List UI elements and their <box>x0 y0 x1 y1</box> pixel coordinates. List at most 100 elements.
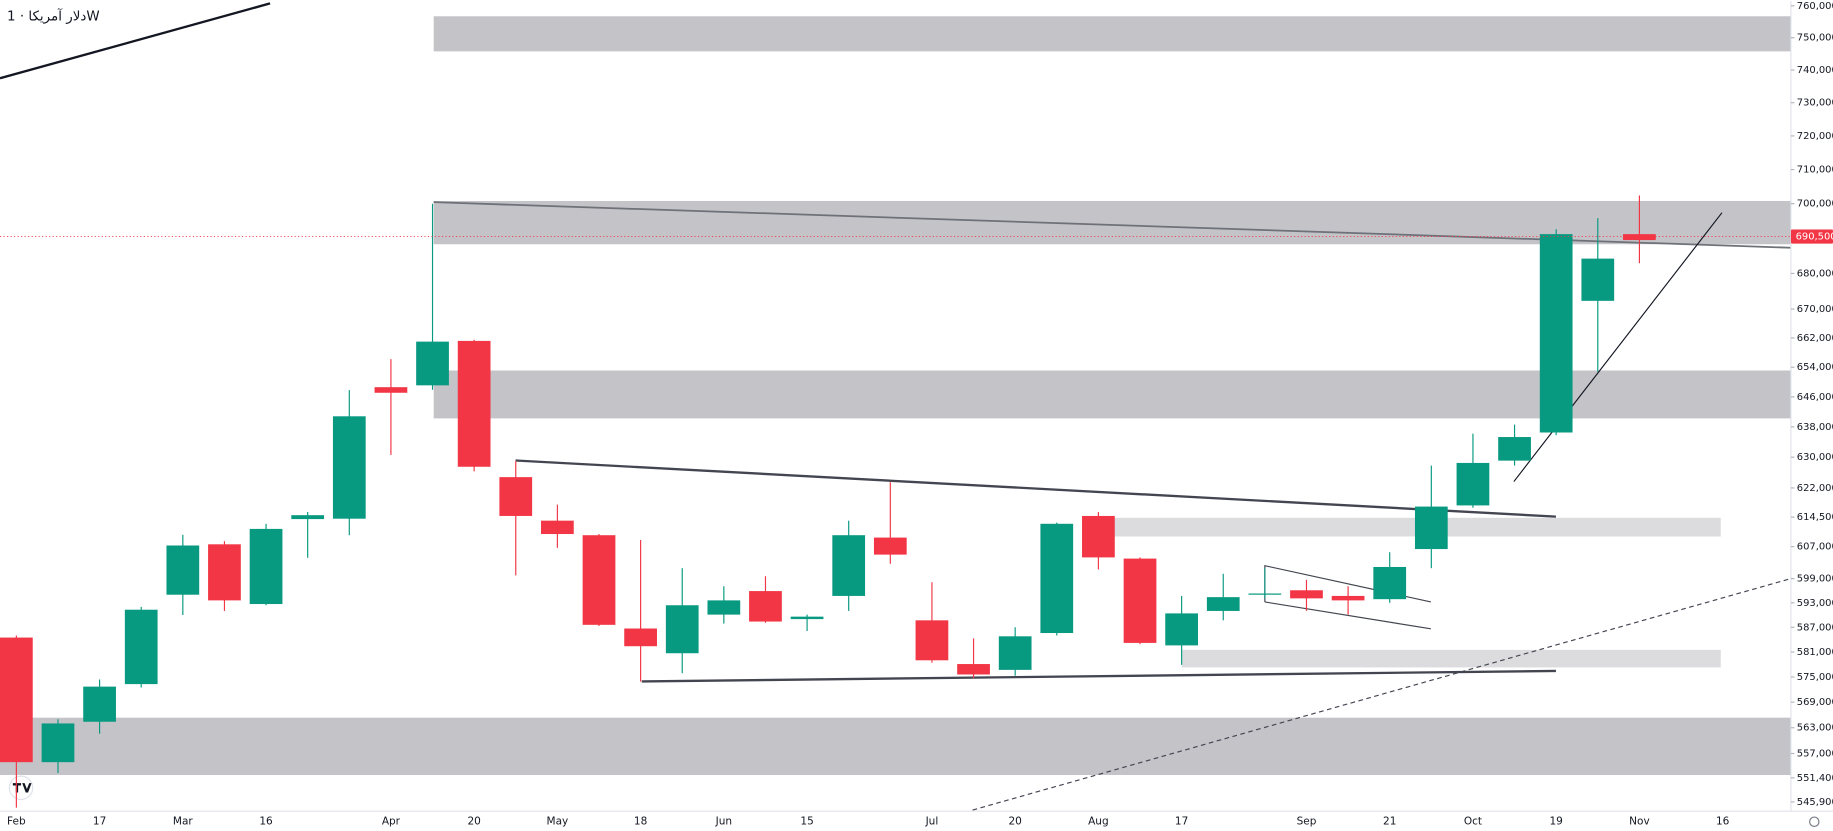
candle-body <box>1623 234 1656 241</box>
zone <box>433 370 1791 419</box>
x-tick-label: 19 <box>1549 816 1562 828</box>
candle-body <box>1206 597 1240 611</box>
candle-body <box>915 620 949 661</box>
y-tick-label: 563,000 <box>1797 723 1833 734</box>
x-tick-label: 17 <box>93 816 106 828</box>
y-tick-label: 545,900 <box>1797 797 1833 808</box>
candle-body <box>873 537 907 555</box>
candle-body <box>124 609 158 685</box>
trend-line <box>1513 212 1723 482</box>
logo <box>8 775 34 801</box>
candle-body <box>499 477 533 516</box>
candle-body <box>790 616 824 620</box>
candle-body <box>707 600 741 615</box>
y-tick-label: 646,000 <box>1797 392 1833 403</box>
x-tick-label: 15 <box>800 816 813 828</box>
y-tick-label: 622,000 <box>1797 483 1833 494</box>
candle-body <box>749 591 782 622</box>
x-tick-label: Feb <box>7 816 26 828</box>
x-tick-label: 20 <box>1008 816 1021 828</box>
candle-body <box>208 544 241 601</box>
logo-circle <box>8 775 34 801</box>
candle-body <box>1498 437 1531 461</box>
zone <box>0 717 1791 775</box>
trend-line <box>641 669 1556 683</box>
y-tick-label: 662,000 <box>1797 333 1833 344</box>
x-tick-label: Jul <box>925 816 939 828</box>
candle-body <box>582 535 616 625</box>
y-tick-label: 638,000 <box>1797 422 1833 433</box>
settings-icon[interactable] <box>1809 816 1820 827</box>
x-tick-label: Nov <box>1629 816 1650 828</box>
candle-body <box>416 341 449 386</box>
wedge-line <box>1264 601 1431 630</box>
y-tick-label: 630,000 <box>1797 452 1833 463</box>
y-tick-label: 581,000 <box>1797 647 1833 658</box>
x-tick-label: 16 <box>1716 816 1730 828</box>
trend-line <box>972 578 1792 811</box>
y-tick-label: 599,000 <box>1797 574 1833 585</box>
last-price-tag <box>1790 229 1833 244</box>
y-tick-label: 710,000 <box>1797 165 1833 176</box>
x-tick-label: 16 <box>259 816 273 828</box>
y-tick-label: 680,000 <box>1797 268 1833 279</box>
x-tick-label: 18 <box>634 816 647 828</box>
candle-body <box>832 535 866 596</box>
candle-body <box>41 723 75 763</box>
zone <box>1181 649 1721 668</box>
candle-body <box>166 545 200 595</box>
logo-mark <box>12 783 32 793</box>
x-tick-label: 21 <box>1383 816 1396 828</box>
candle-body <box>0 637 33 763</box>
candle-body <box>83 686 116 722</box>
x-tick-label: Aug <box>1088 816 1109 828</box>
y-tick-label: 551,400 <box>1797 773 1833 784</box>
candle-body <box>1082 515 1115 558</box>
y-tick-label: 730,000 <box>1797 98 1833 109</box>
zone <box>433 200 1791 245</box>
candle-body <box>957 664 990 675</box>
x-tick-label: Oct <box>1464 816 1482 828</box>
candle-body <box>249 528 283 605</box>
candle-body <box>374 387 408 393</box>
chart-title: دلار آمریکا · 1W <box>7 7 100 24</box>
candle-body <box>291 515 325 520</box>
x-tick-label: Apr <box>382 816 401 828</box>
candle-body <box>1373 566 1407 600</box>
candle-body <box>624 628 657 647</box>
candle-body <box>665 605 699 654</box>
candle-body <box>457 340 491 467</box>
x-tick-label: 17 <box>1175 816 1188 828</box>
y-tick-label: 569,000 <box>1797 697 1833 708</box>
y-tick-label: 614,500 <box>1797 512 1833 523</box>
candle-body <box>1290 590 1323 599</box>
last-price-label: 690,500 <box>1796 232 1833 243</box>
zone <box>433 16 1791 52</box>
candle-body <box>332 416 366 519</box>
candle-body <box>1165 613 1198 646</box>
candle-body <box>1331 595 1365 601</box>
y-tick-label: 740,000 <box>1797 65 1833 76</box>
y-tick-label: 557,000 <box>1797 749 1833 760</box>
y-tick-label: 654,000 <box>1797 362 1833 373</box>
y-tick-label: 670,000 <box>1797 304 1833 315</box>
x-tick-label: Sep <box>1297 816 1317 828</box>
trend-line <box>515 459 1557 518</box>
x-tick-label: 20 <box>467 816 480 828</box>
y-tick-label: 750,000 <box>1797 33 1833 44</box>
y-tick-label: 575,000 <box>1797 672 1833 683</box>
candles <box>0 195 1656 808</box>
y-tick-label: 720,000 <box>1797 131 1833 142</box>
candle-body <box>1414 506 1448 550</box>
candle-body <box>1040 523 1074 634</box>
x-tick-label: May <box>547 816 569 828</box>
candle-body <box>998 636 1032 670</box>
candle-body <box>541 520 574 535</box>
candle-body <box>1539 234 1573 433</box>
y-tick-label: 607,000 <box>1797 542 1833 553</box>
y-tick-label: 700,000 <box>1797 199 1833 210</box>
candle-body <box>1456 462 1490 506</box>
y-tick-label: 593,000 <box>1797 598 1833 609</box>
